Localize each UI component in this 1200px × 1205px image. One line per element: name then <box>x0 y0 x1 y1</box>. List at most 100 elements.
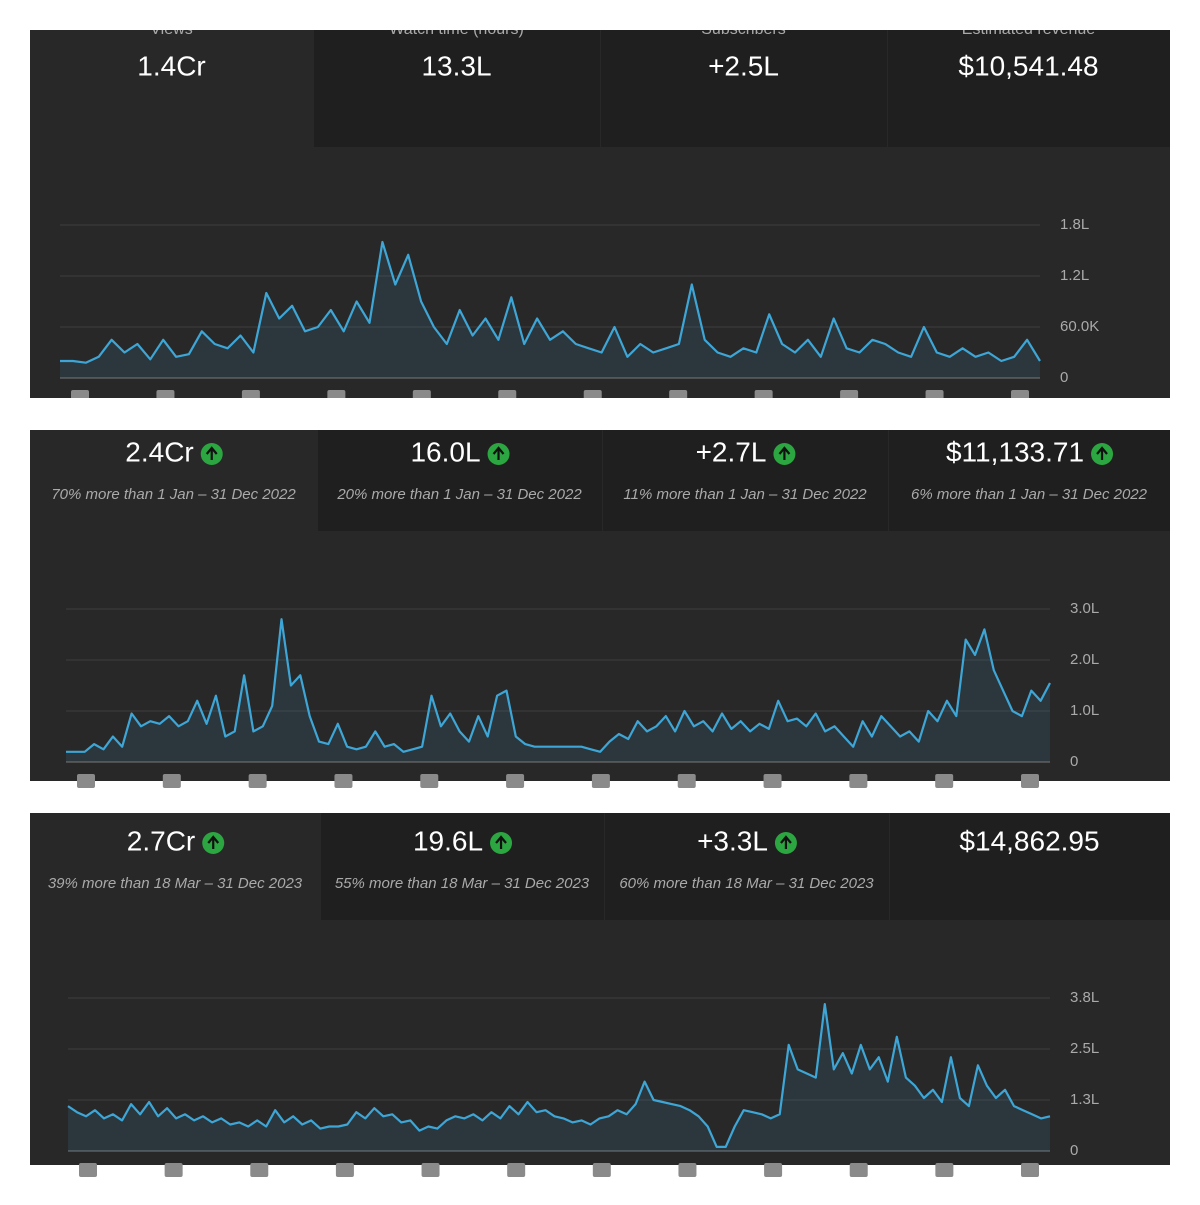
y-tick-label: 1.3L <box>1070 1091 1099 1108</box>
area <box>68 1004 1050 1151</box>
metric-card <box>314 30 600 147</box>
axis-marker <box>669 390 688 398</box>
metric-card <box>30 813 320 920</box>
metric-value: $11,133.71 <box>946 436 1084 467</box>
metric-card <box>889 430 1170 531</box>
metric-label: Estimated revenue <box>962 21 1096 38</box>
y-tick-label: 60.0K <box>1060 318 1099 335</box>
y-tick-label: 2.0L <box>1070 651 1099 668</box>
axis-marker <box>1021 1163 1039 1177</box>
area <box>66 619 1050 762</box>
axis-marker <box>677 774 696 788</box>
axis-marker <box>754 390 773 398</box>
metric-comparison: 55% more than 18 Mar – 31 Dec 2023 <box>335 875 590 892</box>
metric-value: +3.3L <box>697 825 768 856</box>
metric-label: Subscribers <box>701 21 785 38</box>
metric-card <box>601 30 887 147</box>
axis-marker <box>763 774 782 788</box>
trend-up-arrow <box>495 835 507 849</box>
axis-marker <box>935 1163 954 1177</box>
axis-marker <box>935 774 954 788</box>
axis-marker <box>498 390 517 398</box>
y-tick-label: 3.0L <box>1070 600 1099 617</box>
axis-marker <box>420 774 439 788</box>
metric-comparison: 11% more than 1 Jan – 31 Dec 2022 <box>623 486 867 503</box>
axis-marker <box>241 390 260 398</box>
axis-marker <box>925 390 944 398</box>
axis-marker <box>421 1163 440 1177</box>
metric-value: 13.3L <box>421 50 491 81</box>
axis-marker <box>77 774 95 788</box>
trend-up-arrow <box>492 446 505 460</box>
metric-card <box>30 30 313 147</box>
axis-marker <box>327 390 346 398</box>
analytics-panel: Views 1.4Cr Watch time (hours) 13.3L Subscri… <box>30 21 1170 398</box>
metric-value: $10,541.48 <box>958 50 1098 81</box>
metric-card <box>605 813 889 920</box>
y-tick-label: 0 <box>1070 1142 1078 1159</box>
axis-marker <box>248 774 267 788</box>
axis-marker <box>507 1163 526 1177</box>
metric-value: 2.4Cr <box>125 436 193 467</box>
metric-comparison: 6% more than 1 Jan – 31 Dec 2022 <box>911 486 1148 503</box>
trend-up-arrow <box>207 835 220 849</box>
y-tick-label: 0 <box>1070 753 1078 770</box>
analytics-panel: 2.7Cr 39% more than 18 Mar – 31 Dec 2023 1… <box>30 813 1170 1177</box>
trend-up-arrow <box>1096 446 1108 460</box>
axis-marker <box>678 1163 697 1177</box>
axis-marker <box>250 1163 269 1177</box>
axis-marker <box>1011 390 1029 398</box>
metric-label: Watch time (hours) <box>389 21 524 38</box>
axis-marker <box>591 774 610 788</box>
axis-marker <box>840 390 859 398</box>
metric-card <box>890 813 1170 920</box>
metric-label: Views <box>150 21 192 38</box>
analytics-panel: 2.4Cr 70% more than 1 Jan – 31 Dec 2022 16… <box>30 430 1170 788</box>
line <box>66 618 1051 753</box>
y-tick-label: 0 <box>1060 369 1068 386</box>
metric-comparison: 20% more than 1 Jan – 31 Dec 2022 <box>336 486 582 503</box>
trend-up-arrow <box>205 446 218 460</box>
metric-comparison: 70% more than 1 Jan – 31 Dec 2022 <box>51 486 296 503</box>
metric-card <box>30 430 317 531</box>
axis-marker <box>849 1163 868 1177</box>
metric-card <box>603 430 888 531</box>
axis-marker <box>335 1163 354 1177</box>
y-tick-label: 1.0L <box>1070 702 1099 719</box>
metric-value: +2.7L <box>696 436 767 467</box>
axis-marker <box>162 774 181 788</box>
metric-card <box>321 813 604 920</box>
metric-value: 2.7Cr <box>127 825 195 856</box>
axis-marker <box>156 390 175 398</box>
metric-card <box>318 430 602 531</box>
axis-marker <box>164 1163 183 1177</box>
metric-value: +2.5L <box>708 50 779 81</box>
y-tick-label: 2.5L <box>1070 1040 1099 1057</box>
metric-comparison: 60% more than 18 Mar – 31 Dec 2023 <box>619 875 874 892</box>
trend-up-arrow <box>778 446 791 460</box>
metric-value: 19.6L <box>413 825 483 856</box>
metric-card <box>888 30 1170 147</box>
axis-marker <box>764 1163 783 1177</box>
metric-value: $14,862.95 <box>959 825 1099 856</box>
axis-marker <box>849 774 868 788</box>
axis-marker <box>592 1163 611 1177</box>
line <box>67 1003 1051 1148</box>
y-tick-label: 1.2L <box>1060 267 1089 284</box>
axis-marker <box>334 774 353 788</box>
metric-comparison: 39% more than 18 Mar – 31 Dec 2023 <box>48 875 303 892</box>
y-tick-label: 1.8L <box>1060 216 1089 233</box>
line <box>60 240 1041 364</box>
axis-marker <box>71 390 89 398</box>
metric-value: 1.4Cr <box>137 50 205 81</box>
axis-marker <box>1021 774 1039 788</box>
y-tick-label: 3.8L <box>1070 989 1099 1006</box>
axis-marker <box>583 390 602 398</box>
axis-marker <box>506 774 525 788</box>
metric-value: 16.0L <box>410 436 480 467</box>
trend-up-arrow <box>780 835 792 849</box>
axis-marker <box>412 390 431 398</box>
axis-marker <box>79 1163 97 1177</box>
area <box>60 242 1040 378</box>
